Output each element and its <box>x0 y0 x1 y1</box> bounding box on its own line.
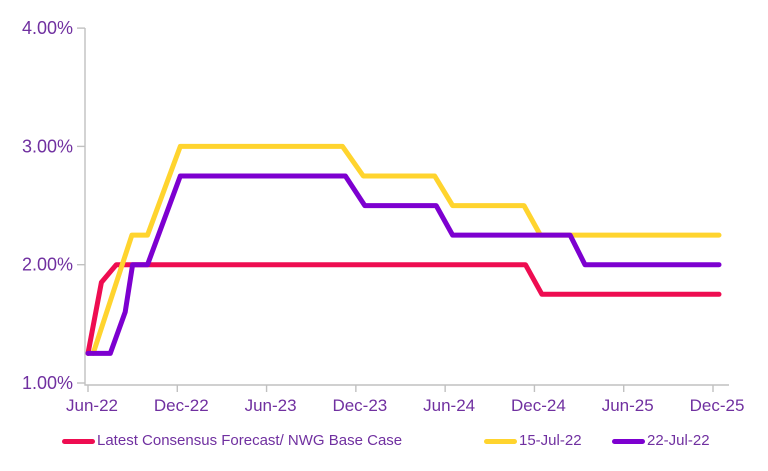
y-tick-label: 2.00% <box>22 255 73 275</box>
legend-item-15-jul-22: 15-Jul-22 <box>484 430 582 452</box>
x-tick-label: Dec-23 <box>332 396 387 415</box>
y-tick-label: 4.00% <box>22 18 73 38</box>
x-tick-label: Jun-24 <box>423 396 475 415</box>
legend-item-22-jul-22: 22-Jul-22 <box>612 430 710 452</box>
series-line-0 <box>85 262 722 356</box>
x-tick-label: Dec-25 <box>690 396 745 415</box>
y-tick-label: 3.00% <box>22 136 73 156</box>
x-tick-label: Dec-22 <box>154 396 209 415</box>
legend-label-15-jul-22: 15-Jul-22 <box>519 432 582 449</box>
legend-label-consensus: Latest Consensus Forecast/ NWG Base Case <box>97 432 403 449</box>
legend-label-22-jul-22: 22-Jul-22 <box>647 432 710 449</box>
rate-forecast-line-chart: 1.00% 2.00% 3.00% 4.00% Jun-22 Dec-22 Jun-23 De… <box>22 18 745 415</box>
x-tick-label: Jun-25 <box>602 396 654 415</box>
x-tick-label: Jun-23 <box>245 396 297 415</box>
legend-item-consensus: Latest Consensus Forecast/ NWG Base Case <box>62 430 402 452</box>
series-line-2 <box>85 173 722 356</box>
x-tick-label: Dec-24 <box>511 396 566 415</box>
x-tick-label: Jun-22 <box>66 396 118 415</box>
series-line-1 <box>90 143 722 356</box>
twentytwo-jul-line-swatch <box>612 438 645 444</box>
consensus-line-swatch <box>62 438 95 444</box>
chart-legend: Latest Consensus Forecast/ NWG Base Case… <box>0 430 768 456</box>
fifteen-jul-line-swatch <box>484 438 517 444</box>
y-tick-label: 1.00% <box>22 373 73 393</box>
